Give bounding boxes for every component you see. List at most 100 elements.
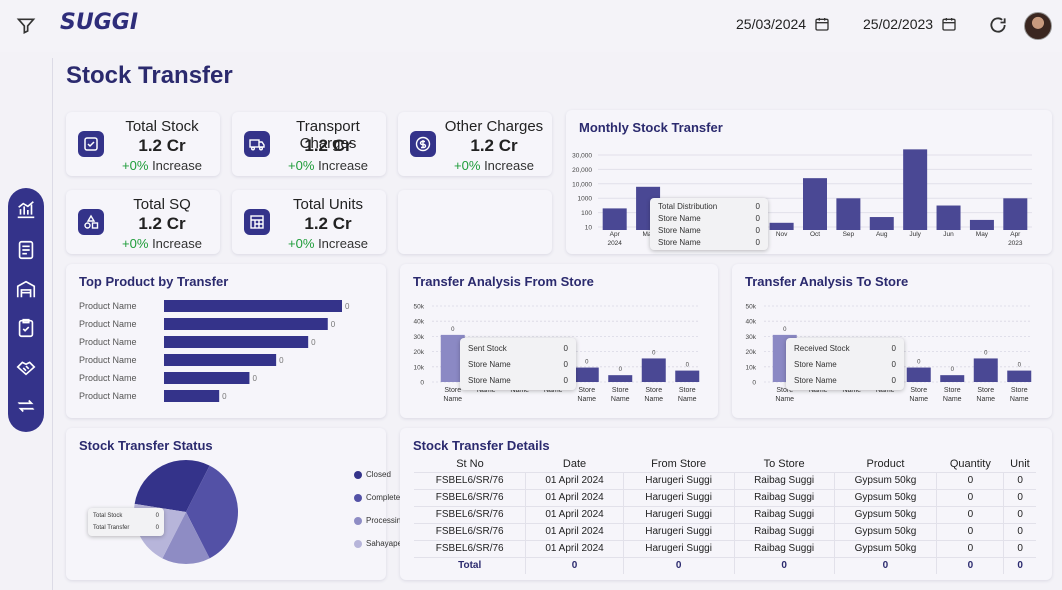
- table-cell: Gypsum 50kg: [833, 471, 937, 489]
- monthly-transfer-chart: 10100100010,00020,00030,000Apr2024MarFeb…: [572, 149, 1032, 247]
- table-cell: Raibag Suggi: [733, 522, 835, 540]
- x-tick-label: Store: [944, 387, 961, 394]
- chart-bar: [903, 149, 928, 230]
- transfer-icon: [17, 399, 35, 413]
- to-store-card: Transfer Analysis To Store 0 10k 20k 30k 40k…: [732, 264, 1052, 418]
- x-tick-label: Name: [678, 396, 697, 403]
- table-row[interactable]: FSBEL6/SR/76 01 April 2024 Harugeri Suggi R…: [414, 522, 1036, 540]
- data-label: 0: [311, 338, 316, 347]
- chart-bar: [973, 358, 998, 382]
- top-product-card: Top Product by Transfer Product Name 0 Pro…: [66, 264, 386, 418]
- sidebar-item-deals[interactable]: [14, 355, 38, 379]
- kpi-change: +0% Increase: [454, 158, 534, 173]
- table-cell: Harugeri Suggi: [622, 471, 735, 489]
- table-cell: 0: [1003, 522, 1036, 540]
- sidebar-item-tasks[interactable]: [14, 316, 38, 340]
- x-tick-label: Apr: [1010, 231, 1021, 238]
- kpi-value: 1.2 Cr: [304, 136, 352, 155]
- x-tick-label: Name: [611, 396, 630, 403]
- table-cell: Gypsum 50kg: [833, 505, 937, 523]
- column-header: Product: [866, 457, 905, 470]
- chart-bar: [675, 370, 700, 382]
- sidebar-item-documents[interactable]: [14, 238, 38, 262]
- table-cell: 01 April 2024: [525, 505, 624, 523]
- chart-bar: [1007, 370, 1032, 382]
- chart-bar: [769, 222, 794, 230]
- x-tick-label: 2023: [1008, 240, 1023, 247]
- table-cell: 01 April 2024: [525, 539, 624, 557]
- x-tick-label: Name: [842, 387, 861, 394]
- x-tick-label: 2024: [607, 240, 622, 247]
- chart-title: Transfer Analysis To Store: [745, 274, 909, 289]
- sidebar-item-warehouse[interactable]: [14, 277, 38, 301]
- table-cell: 01 April 2024: [525, 522, 624, 540]
- end-date-value: 25/02/2023: [863, 16, 934, 32]
- chart-title: Transfer Analysis From Store: [413, 274, 594, 289]
- y-tick-label: 10k: [746, 364, 757, 371]
- end-date-picker[interactable]: 25/02/2023: [863, 16, 957, 32]
- x-tick-label: Name: [544, 387, 563, 394]
- x-tick-label: Store: [776, 387, 793, 394]
- chart-bar: [164, 318, 328, 330]
- table-cell: 0: [936, 522, 1004, 540]
- table-title: Stock Transfer Details: [413, 438, 550, 453]
- kpi-total-sq: Total SQ 1.2 Cr +0% Increase: [66, 190, 220, 254]
- table-cell: Gypsum 50kg: [833, 522, 937, 540]
- kpi-empty-card: [398, 190, 552, 254]
- column-header: St No: [456, 457, 484, 470]
- transfer-details-card: Stock Transfer Details St No Date From Sto…: [400, 428, 1052, 580]
- divider: [52, 58, 53, 590]
- chart-bar: [940, 375, 965, 382]
- clipboard-check-icon: [18, 318, 34, 338]
- legend-item: Sahayapending: [354, 539, 422, 548]
- table-cell: FSBEL6/SR/76: [414, 471, 526, 489]
- start-date-picker[interactable]: 25/03/2024: [736, 16, 830, 32]
- table-row[interactable]: FSBEL6/SR/76 01 April 2024 Harugeri Suggi R…: [414, 505, 1036, 523]
- refresh-icon[interactable]: [988, 15, 1008, 35]
- chart-bar: [969, 219, 994, 230]
- kpi-value: 1.2 Cr: [138, 136, 186, 155]
- table-cell: Harugeri Suggi: [622, 522, 735, 540]
- table-cell: 0: [936, 471, 1004, 489]
- table-row[interactable]: FSBEL6/SR/76 01 April 2024 Harugeri Suggi R…: [414, 539, 1036, 557]
- y-tick-label: 50k: [746, 304, 757, 311]
- kpi-change: +0% Increase: [122, 158, 202, 173]
- y-tick-label: 40k: [414, 319, 425, 326]
- avatar[interactable]: [1024, 12, 1052, 40]
- chart-bar: [906, 367, 931, 382]
- chart-bar: [641, 358, 666, 382]
- y-tick-label: Product Name: [79, 391, 137, 401]
- chart-title: Monthly Stock Transfer: [579, 120, 723, 135]
- y-tick-label: 20,000: [572, 167, 592, 174]
- data-label: 0: [984, 350, 988, 356]
- x-tick-label: Store: [444, 387, 461, 394]
- chart-bar: [164, 336, 309, 348]
- total-cell: 0: [936, 556, 1004, 574]
- kpi-value: 1.2 Cr: [304, 214, 352, 233]
- y-tick-label: Product Name: [79, 301, 137, 311]
- transfer-status-pie: [134, 460, 239, 564]
- table-cell: Raibag Suggi: [733, 471, 835, 489]
- table-row[interactable]: FSBEL6/SR/76 01 April 2024 Harugeri Suggi R…: [414, 471, 1036, 489]
- filter-icon[interactable]: [16, 16, 36, 36]
- kpi-value: 1.2 Cr: [470, 136, 518, 155]
- pie-slice: [186, 465, 239, 559]
- page-title: Stock Transfer: [66, 62, 233, 89]
- sidebar-item-analytics[interactable]: [14, 198, 38, 222]
- chart-tooltip: Total Stock 0 Total Transfer 0: [88, 508, 164, 536]
- y-tick-label: 30,000: [572, 153, 592, 160]
- y-tick-label: 30k: [414, 334, 425, 341]
- x-tick-label: Apr: [610, 231, 621, 238]
- data-label: 0: [252, 374, 257, 383]
- checkbox-icon: [78, 131, 104, 157]
- top-bar: SUGGI 25/03/2024 25/02/2023: [0, 0, 1062, 52]
- chart-bar: [602, 208, 627, 230]
- table-header-row: St No Date From Store To Store Product Quanti…: [414, 456, 1036, 472]
- sidebar-item-stock-transfer[interactable]: [14, 394, 38, 418]
- table-row[interactable]: FSBEL6/SR/76 01 April 2024 Harugeri Suggi R…: [414, 488, 1036, 506]
- data-label: 0: [619, 367, 623, 373]
- table-cell: FSBEL6/SR/76: [414, 488, 526, 506]
- calendar-icon: [815, 18, 829, 31]
- data-label: 0: [345, 302, 350, 311]
- x-tick-label: Oct: [810, 231, 820, 238]
